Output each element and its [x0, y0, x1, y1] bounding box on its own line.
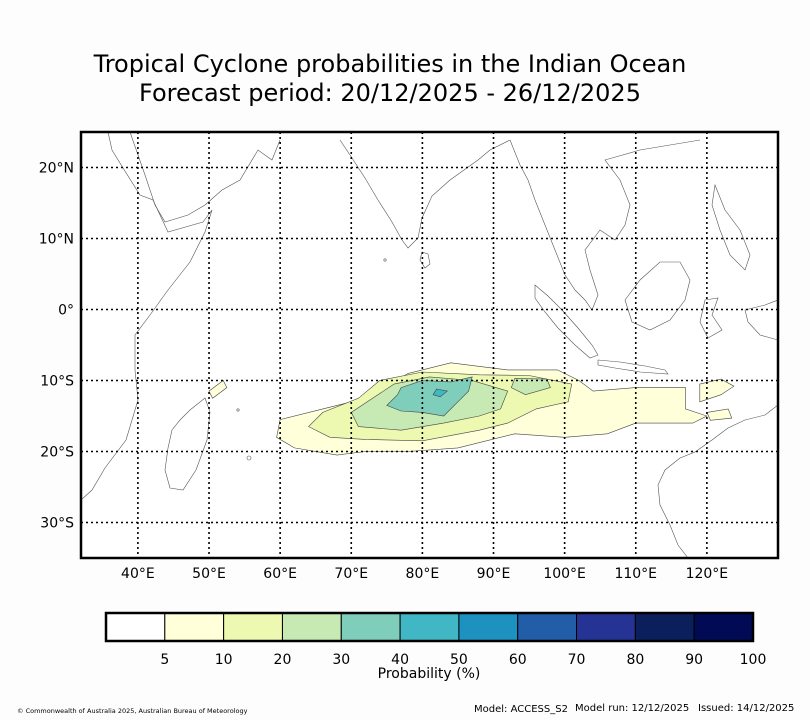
- coastline-sri-lanka: [419, 251, 431, 269]
- lon-tick-label: 110°E: [614, 566, 657, 582]
- colorbar-tick-label: 30: [332, 652, 350, 668]
- lat-tick-label: 20°S: [40, 445, 74, 461]
- colorbar-tick-label: 40: [391, 652, 409, 668]
- probability-regions: [208, 362, 735, 456]
- ocean-background: [81, 132, 778, 558]
- lon-tick-label: 40°E: [121, 566, 155, 582]
- coastline-philippines: [711, 183, 751, 271]
- colorbar-segment: [281, 612, 342, 642]
- lat-tick-label: 30°S: [40, 516, 74, 532]
- colorbar-tick-label: 5: [160, 652, 169, 668]
- lon-tick-label: 70°E: [334, 566, 368, 582]
- island-seychelles: [236, 408, 240, 412]
- probability-region-30pct: [386, 376, 473, 417]
- colorbar-segment: [576, 612, 636, 642]
- graticule: [81, 132, 778, 558]
- probability-region-20pct: [510, 378, 551, 396]
- colorbar-tick-label: 60: [509, 652, 527, 668]
- colorbar-tick-label: 80: [626, 652, 644, 668]
- colorbar: 5 10 20 30 40 50 60 70 80 90 100: [104, 611, 767, 668]
- model-run: Model run: 12/12/2025: [575, 703, 690, 714]
- coastline-java: [597, 359, 669, 375]
- coastlines: [81, 132, 778, 558]
- probability-region-5pct: [208, 380, 228, 399]
- chart-title-line1: Tropical Cyclone probabilities in the In…: [93, 50, 687, 78]
- island-maldives: [383, 258, 387, 262]
- colorbar-segment: [340, 612, 401, 642]
- colorbar-tick-label: 50: [450, 652, 468, 668]
- coastline-indochina: [509, 139, 701, 311]
- coastline-sulawesi: [699, 297, 723, 339]
- colorbar-segment: [693, 612, 754, 642]
- probability-region-40pct: [432, 388, 448, 398]
- lat-tick-label: 0°: [58, 303, 74, 319]
- lon-tick-label: 60°E: [263, 566, 297, 582]
- lat-tick-label: 10°N: [39, 232, 74, 248]
- coastline-borneo: [624, 261, 691, 331]
- colorbar-label: Probability (%): [378, 666, 481, 682]
- colorbar-tick-label: 20: [274, 652, 292, 668]
- colorbar-frame: [104, 611, 755, 643]
- model-name: Model: ACCESS_S2: [474, 704, 568, 715]
- issued-date: Issued: 14/12/2025: [698, 703, 795, 714]
- coastline-africa: [81, 132, 213, 501]
- lon-tick-label: 100°E: [543, 566, 586, 582]
- coastline-sumatra: [534, 284, 599, 359]
- lon-tick-label: 120°E: [686, 566, 729, 582]
- map-frame: [79, 130, 780, 560]
- colorbar-segment: [458, 612, 519, 642]
- lon-tick-label: 80°E: [406, 566, 440, 582]
- longitude-labels: 40°E 50°E 60°E 70°E 80°E 90°E 100°E 110°E 120°E: [121, 566, 728, 582]
- coastline-india: [339, 139, 511, 249]
- latitude-labels: 20°N 10°N 0° 10°S 20°S 30°S: [39, 161, 74, 532]
- chart-title-line2: Forecast period: 20/12/2025 - 26/12/2025: [139, 79, 641, 107]
- colorbar-segment: [517, 612, 578, 642]
- coastline-madagascar: [164, 397, 211, 491]
- colorbar-tick-label: 10: [215, 652, 233, 668]
- colorbar-tick-label: 100: [740, 652, 767, 668]
- lat-tick-label: 20°N: [39, 161, 74, 177]
- colorbar-segment: [634, 612, 695, 642]
- lon-tick-label: 50°E: [192, 566, 226, 582]
- lon-tick-label: 90°E: [477, 566, 511, 582]
- coastline-arabia: [129, 132, 281, 223]
- probability-region-5pct: [706, 408, 733, 421]
- coastline-new-guinea: [744, 299, 778, 341]
- colorbar-tick-label: 90: [685, 652, 703, 668]
- colorbar-segment: [223, 612, 283, 642]
- coastline-australia: [657, 404, 778, 558]
- lat-tick-label: 10°S: [40, 374, 74, 390]
- island-mauritius: [246, 455, 252, 461]
- copyright-text: © Commonwealth of Australia 2025, Austra…: [17, 707, 248, 715]
- colorbar-segment: [105, 612, 166, 642]
- colorbar-segment: [164, 612, 225, 642]
- colorbar-tick-label: 70: [568, 652, 586, 668]
- colorbar-segment: [399, 612, 460, 642]
